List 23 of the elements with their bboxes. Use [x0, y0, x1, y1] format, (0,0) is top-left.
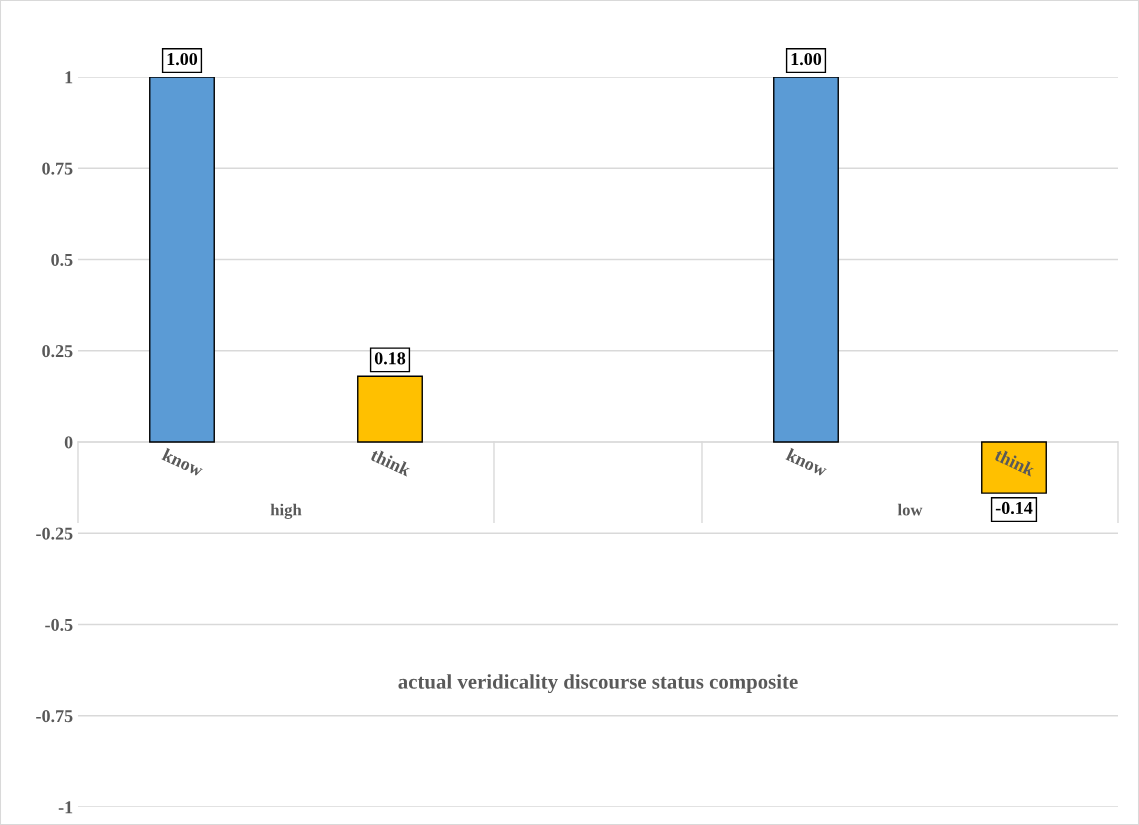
bar	[149, 77, 215, 443]
bar	[773, 77, 839, 443]
y-tick-label: 1	[65, 71, 73, 84]
data-label: 1.00	[167, 52, 198, 66]
annotation: low	[897, 503, 923, 516]
y-tick-label: -0.75	[36, 710, 73, 723]
data-label: -0.14	[995, 501, 1033, 515]
x-axis-title: actual veridicality discourse status composite	[398, 674, 798, 694]
data-label: 0.18	[374, 352, 406, 365]
y-tick-label: 0	[64, 436, 73, 449]
x-tick-label: know	[785, 447, 829, 477]
bar	[981, 441, 1047, 494]
x-tick-label: think	[369, 447, 413, 477]
y-tick-label: -1	[58, 801, 73, 814]
annotation: high	[270, 503, 302, 519]
x-tick-label: know	[161, 447, 205, 477]
y-tick-label: 0.25	[42, 345, 73, 358]
y-tick-label: -0.5	[45, 618, 73, 632]
x-tick-label: think	[993, 447, 1037, 477]
y-tick-label: 0.75	[42, 162, 73, 175]
data-label: 1.00	[791, 52, 822, 66]
y-tick-label: -0.25	[36, 527, 73, 540]
y-tick-label: 0.5	[51, 253, 73, 267]
